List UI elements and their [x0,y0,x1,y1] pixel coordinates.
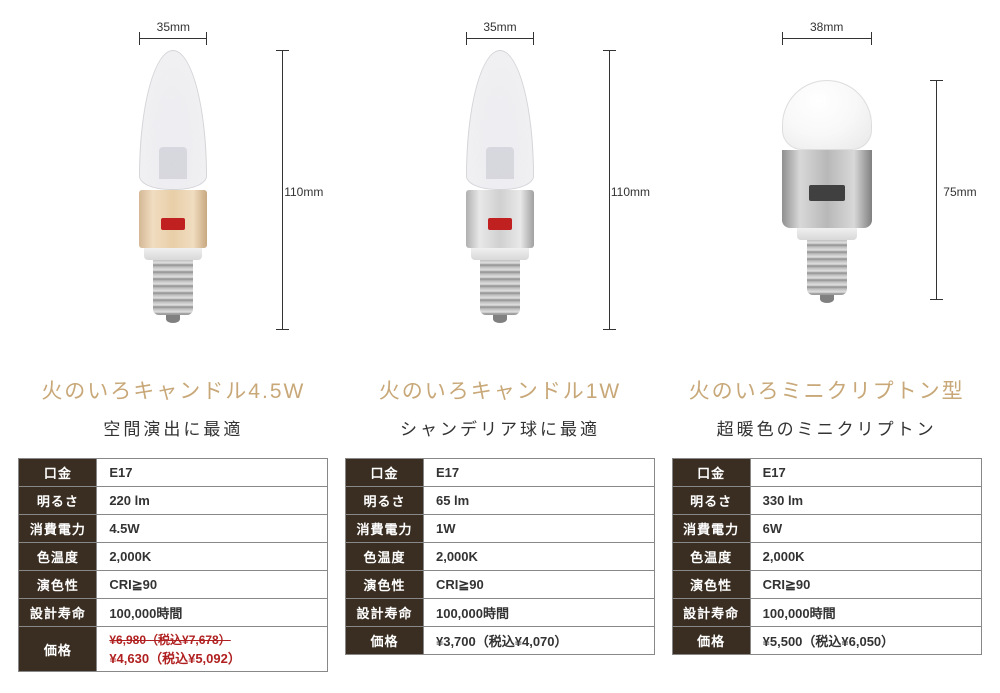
width-dimension-line [466,38,534,39]
spec-value: 100,000時間 [750,599,981,627]
table-row: 明るさ220 lm [19,487,328,515]
spec-label: 消費電力 [345,515,423,543]
table-row: 演色性CRI≧90 [19,571,328,599]
product-title: 火のいろキャンドル1W [379,375,622,405]
height-dimension-line [609,50,610,330]
height-dimension-label: 110mm [611,185,650,199]
spec-table: 口金E17明るさ65 lm消費電力1W色温度2,000K演色性CRI≧90設計寿… [345,458,655,655]
spec-label: 明るさ [345,487,423,515]
bulb-illustration [466,50,534,330]
spec-value: 100,000時間 [97,599,328,627]
product-subtitle: 空間演出に最適 [103,415,243,440]
width-dimension-label: 35mm [157,20,190,34]
spec-value: CRI≧90 [750,571,981,599]
spec-label: 明るさ [672,487,750,515]
spec-label: 設計寿命 [345,599,423,627]
height-dimension-label: 75mm [943,185,976,199]
price-new: ¥4,630（税込¥5,092） [109,648,319,667]
table-row: 消費電力6W [672,515,981,543]
spec-value: E17 [97,459,328,487]
table-row: 演色性CRI≧90 [345,571,654,599]
table-row: 演色性CRI≧90 [672,571,981,599]
spec-label: 演色性 [345,571,423,599]
spec-label: 色温度 [19,543,97,571]
spec-label: 色温度 [345,543,423,571]
price-label: 価格 [19,627,97,672]
spec-value: CRI≧90 [423,571,654,599]
price-value: ¥6,980（税込¥7,678）¥4,630（税込¥5,092） [97,627,328,672]
bulb-illustration [782,80,872,300]
width-dimension-label: 38mm [810,20,843,34]
product-column-1: 35mm110mm火のいろキャンドル1Wシャンデリア球に最適口金E17明るさ65… [345,20,655,673]
spec-table: 口金E17明るさ220 lm消費電力4.5W色温度2,000K演色性CRI≧90… [18,458,328,672]
spec-value: 100,000時間 [423,599,654,627]
price-value: ¥3,700（税込¥4,070） [423,627,654,655]
table-row: 色温度2,000K [345,543,654,571]
product-column-2: 38mm75mm火のいろミニクリプトン型超暖色のミニクリプトン口金E17明るさ3… [672,20,982,673]
product-subtitle: 超暖色のミニクリプトン [717,415,937,440]
width-dimension-label: 35mm [483,20,516,34]
spec-value: 2,000K [750,543,981,571]
spec-label: 口金 [19,459,97,487]
product-diagram: 35mm110mm [33,20,313,360]
bulb-illustration [139,50,207,330]
price-label: 価格 [672,627,750,655]
price-old: ¥6,980（税込¥7,678） [109,631,319,648]
spec-label: 設計寿命 [672,599,750,627]
product-column-0: 35mm110mm火のいろキャンドル4.5W空間演出に最適口金E17明るさ220… [18,20,328,673]
height-dimension-label: 110mm [284,185,323,199]
product-title: 火のいろミニクリプトン型 [689,375,965,405]
table-row: 設計寿命100,000時間 [19,599,328,627]
spec-label: 消費電力 [19,515,97,543]
spec-value: CRI≧90 [97,571,328,599]
table-row: 消費電力1W [345,515,654,543]
spec-label: 消費電力 [672,515,750,543]
table-row: 設計寿命100,000時間 [672,599,981,627]
table-row: 口金E17 [345,459,654,487]
width-dimension-line [782,38,872,39]
spec-label: 演色性 [19,571,97,599]
table-row: 色温度2,000K [672,543,981,571]
spec-label: 口金 [672,459,750,487]
price-value: ¥5,500（税込¥6,050） [750,627,981,655]
table-row: 口金E17 [672,459,981,487]
spec-value: 2,000K [423,543,654,571]
spec-value: E17 [750,459,981,487]
table-row: 口金E17 [19,459,328,487]
spec-value: 330 lm [750,487,981,515]
spec-value: E17 [423,459,654,487]
spec-value: 65 lm [423,487,654,515]
spec-value: 2,000K [97,543,328,571]
height-dimension-line [282,50,283,330]
product-diagram: 35mm110mm [360,20,640,360]
width-dimension-line [139,38,207,39]
table-row: 価格¥5,500（税込¥6,050） [672,627,981,655]
height-dimension-line [936,80,937,300]
table-row: 消費電力4.5W [19,515,328,543]
spec-value: 4.5W [97,515,328,543]
spec-label: 明るさ [19,487,97,515]
spec-label: 口金 [345,459,423,487]
product-title: 火のいろキャンドル4.5W [41,375,305,405]
spec-label: 色温度 [672,543,750,571]
spec-value: 1W [423,515,654,543]
product-subtitle: シャンデリア球に最適 [400,415,600,440]
spec-label: 設計寿命 [19,599,97,627]
spec-table: 口金E17明るさ330 lm消費電力6W色温度2,000K演色性CRI≧90設計… [672,458,982,655]
spec-value: 6W [750,515,981,543]
table-row: 価格¥3,700（税込¥4,070） [345,627,654,655]
table-row: 明るさ65 lm [345,487,654,515]
product-diagram: 38mm75mm [687,20,967,360]
table-row: 色温度2,000K [19,543,328,571]
price-label: 価格 [345,627,423,655]
table-row: 価格¥6,980（税込¥7,678）¥4,630（税込¥5,092） [19,627,328,672]
table-row: 明るさ330 lm [672,487,981,515]
spec-label: 演色性 [672,571,750,599]
spec-value: 220 lm [97,487,328,515]
table-row: 設計寿命100,000時間 [345,599,654,627]
